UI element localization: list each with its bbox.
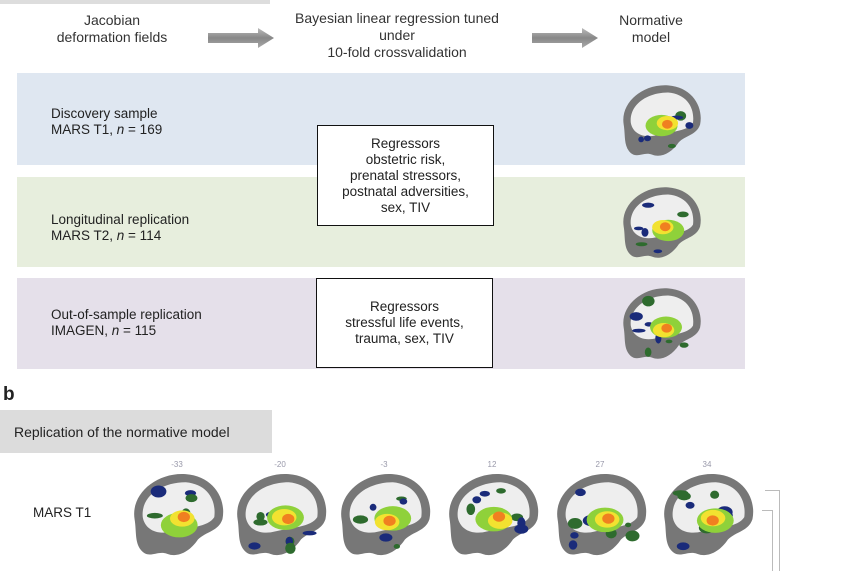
slice-number: 34: [702, 460, 712, 469]
brain-slice: [548, 468, 653, 565]
arrow-icon: [208, 28, 274, 48]
sample-label: Longitudinal replication MARS T2, n = 114: [51, 212, 190, 243]
row-label: MARS T1: [33, 505, 92, 520]
brain-slice: [655, 468, 760, 565]
pipeline-method: Bayesian linear regression tuned under 1…: [295, 10, 499, 60]
bracket-line: [765, 490, 780, 571]
slice-number: -20: [274, 460, 286, 469]
panel-b-title: Replication of the normative model: [0, 410, 272, 453]
top-bar-remnant: [0, 0, 270, 4]
panel-label-b: b: [3, 384, 15, 405]
pipeline-output: Normative model: [619, 12, 683, 45]
slice-number: -33: [171, 460, 183, 469]
pipeline-input: Jacobian deformation fields: [56, 12, 168, 45]
brain-slice: [125, 468, 230, 565]
regressors-box-mars: Regressors obstetric risk, prenatal stre…: [317, 125, 494, 226]
slice-number: 12: [487, 460, 497, 469]
regressors-box-imagen: Regressors stressful life events, trauma…: [316, 278, 493, 368]
brain-slice-discovery: [615, 80, 707, 160]
sample-label: Out-of-sample replication IMAGEN, n = 115: [51, 307, 202, 338]
brain-slice-longitudinal: [615, 182, 707, 262]
bracket-line: [762, 510, 773, 571]
brain-slice: [440, 468, 545, 565]
arrow-icon: [532, 28, 598, 48]
brain-slice: [332, 468, 437, 565]
brain-slice: [228, 468, 333, 565]
brain-slice-out-of-sample: [615, 283, 707, 363]
sample-label: Discovery sample MARS T1, n = 169: [51, 106, 163, 137]
slice-number: -3: [380, 460, 388, 469]
slice-number: 27: [595, 460, 605, 469]
